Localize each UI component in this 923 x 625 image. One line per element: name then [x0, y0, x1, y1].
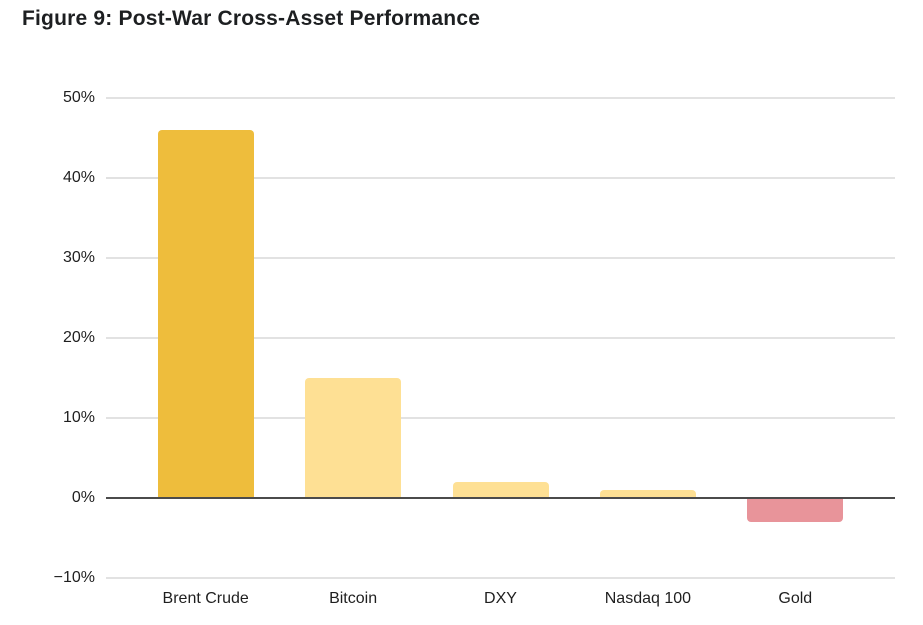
x-tick-label: Bitcoin: [329, 590, 378, 607]
y-tick-label: −10%: [53, 569, 95, 586]
bar-brent-crude: [157, 130, 254, 498]
x-tick-label: Nasdaq 100: [604, 590, 692, 607]
x-axis: Brent Crude Bitcoin DXY Nasdaq 100 Gold: [106, 590, 895, 616]
x-tick-label: Brent Crude: [162, 590, 249, 607]
gridline: [106, 337, 895, 339]
figure-title: Figure 9: Post-War Cross-Asset Performan…: [22, 7, 481, 30]
gridline: [106, 577, 895, 579]
bar-nasdaq-100: [599, 490, 696, 498]
bar-gold: [747, 498, 844, 522]
bar-dxy: [452, 482, 549, 498]
x-tick-label: Gold: [778, 590, 813, 607]
y-tick-label: 10%: [62, 409, 95, 426]
y-tick-label: 50%: [62, 89, 95, 106]
gridline: [106, 257, 895, 259]
gridline: [106, 417, 895, 419]
y-tick-label: 40%: [62, 169, 95, 186]
zero-axis-line: [106, 497, 895, 499]
plot-area: [106, 97, 895, 579]
gridline: [106, 97, 895, 99]
y-tick-label: 20%: [62, 329, 95, 346]
bar-bitcoin: [305, 378, 402, 498]
y-axis: 50% 40% 30% 20% 10% 0% −10%: [0, 89, 95, 586]
gridline: [106, 177, 895, 179]
y-tick-label: 30%: [62, 249, 95, 266]
y-tick-label: 0%: [71, 489, 95, 506]
x-tick-label: DXY: [484, 590, 517, 607]
